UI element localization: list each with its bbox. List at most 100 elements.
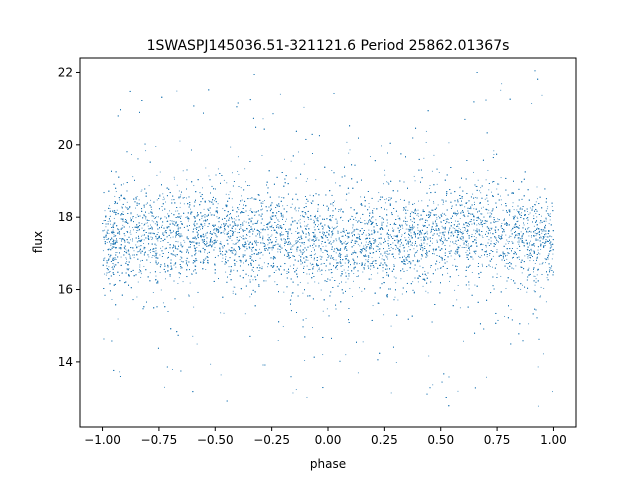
data-point: [537, 366, 539, 368]
data-point: [514, 237, 515, 239]
data-point: [386, 274, 388, 276]
data-point: [485, 222, 487, 224]
data-point: [322, 354, 324, 356]
data-point: [365, 234, 367, 236]
data-point: [464, 229, 466, 231]
data-point: [329, 262, 331, 264]
data-point: [140, 190, 142, 192]
data-point: [400, 278, 402, 280]
data-point: [270, 203, 272, 205]
data-point: [486, 250, 487, 252]
data-point: [528, 267, 530, 269]
data-point: [149, 272, 151, 274]
data-point: [281, 239, 283, 241]
data-point: [217, 168, 219, 170]
data-point: [488, 233, 490, 235]
data-point: [130, 258, 132, 260]
data-point: [394, 257, 396, 259]
data-point: [456, 244, 458, 246]
data-point: [228, 217, 230, 219]
data-point: [462, 239, 464, 241]
data-point: [275, 269, 277, 271]
data-point: [154, 251, 156, 253]
data-point: [455, 242, 457, 244]
data-point: [160, 289, 162, 291]
data-point: [407, 250, 409, 252]
data-point: [487, 212, 489, 214]
data-point: [403, 247, 404, 249]
data-point: [370, 247, 372, 249]
data-point: [408, 236, 410, 238]
data-point: [249, 236, 251, 238]
data-point: [468, 246, 470, 248]
data-point: [551, 205, 553, 207]
data-point: [489, 266, 491, 267]
data-point: [546, 208, 548, 210]
data-point: [238, 173, 240, 175]
data-point: [335, 259, 337, 261]
data-point: [234, 231, 236, 233]
data-point: [530, 236, 532, 238]
data-point: [156, 254, 157, 256]
data-point: [352, 227, 354, 229]
data-point: [473, 229, 475, 231]
data-point: [394, 244, 396, 246]
data-point: [535, 213, 537, 214]
data-point: [510, 236, 512, 237]
data-point: [457, 224, 458, 226]
data-point: [417, 227, 419, 229]
data-point: [143, 265, 145, 267]
data-point: [368, 242, 370, 244]
data-point: [228, 194, 230, 196]
data-point: [220, 224, 222, 226]
data-point: [454, 252, 456, 254]
data-point: [144, 229, 146, 231]
data-point: [365, 238, 367, 240]
data-point: [113, 264, 115, 266]
data-point: [297, 151, 299, 153]
data-point: [219, 248, 221, 250]
data-point: [369, 252, 371, 254]
data-point: [371, 247, 373, 249]
data-point: [222, 208, 224, 210]
data-point: [140, 273, 142, 275]
data-point: [342, 220, 344, 221]
data-point: [402, 209, 404, 211]
data-point: [179, 206, 181, 208]
data-point: [459, 187, 461, 189]
data-point: [456, 248, 458, 250]
data-point: [302, 292, 304, 294]
data-point: [400, 229, 402, 230]
data-point: [286, 205, 288, 206]
data-point: [143, 248, 145, 250]
data-point: [175, 256, 177, 257]
data-point: [186, 260, 188, 262]
data-point: [412, 228, 414, 229]
data-point: [390, 325, 392, 327]
data-point: [236, 216, 238, 218]
data-point: [169, 220, 171, 222]
data-point: [271, 218, 273, 220]
data-point: [206, 240, 208, 242]
data-point: [368, 229, 370, 231]
data-point: [234, 286, 236, 288]
data-point: [148, 256, 150, 258]
data-point: [465, 246, 467, 248]
data-point: [139, 264, 141, 266]
data-point: [466, 233, 468, 235]
data-point: [355, 240, 357, 242]
data-point: [359, 245, 361, 247]
data-point: [387, 258, 389, 260]
data-point: [529, 207, 531, 209]
data-point: [509, 210, 511, 212]
data-point: [287, 233, 289, 234]
data-point: [445, 219, 447, 221]
data-point: [422, 224, 424, 226]
data-point: [451, 206, 453, 208]
data-point: [457, 226, 459, 227]
data-point: [387, 182, 389, 184]
data-point: [325, 236, 327, 238]
data-point: [229, 235, 231, 237]
data-point: [248, 242, 250, 244]
data-point: [511, 228, 513, 230]
